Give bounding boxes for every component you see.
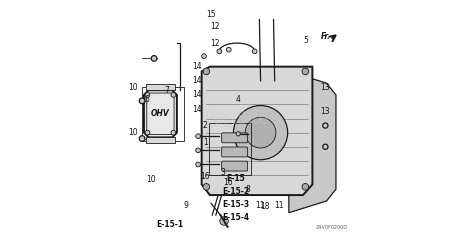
Text: 14: 14 (192, 62, 202, 71)
Text: 10: 10 (128, 128, 138, 137)
Circle shape (145, 93, 150, 97)
Text: E-15-4: E-15-4 (222, 213, 249, 222)
FancyBboxPatch shape (222, 133, 247, 143)
Circle shape (139, 136, 145, 141)
Circle shape (323, 144, 328, 149)
Circle shape (252, 49, 257, 54)
Circle shape (151, 56, 157, 61)
Circle shape (245, 117, 276, 148)
Text: 10: 10 (128, 83, 138, 92)
Text: 10: 10 (146, 175, 156, 184)
Polygon shape (146, 137, 174, 143)
Text: E-15-3: E-15-3 (222, 200, 249, 209)
Text: 14: 14 (192, 91, 202, 100)
Text: 14: 14 (192, 105, 202, 114)
Text: 18: 18 (260, 202, 270, 211)
Text: E-15-1: E-15-1 (156, 220, 183, 229)
Text: 16: 16 (223, 178, 233, 187)
Circle shape (171, 93, 176, 97)
FancyBboxPatch shape (222, 161, 247, 171)
Text: 12: 12 (210, 22, 219, 31)
Circle shape (323, 123, 328, 128)
Circle shape (201, 54, 206, 58)
Text: 5: 5 (303, 36, 308, 45)
Polygon shape (201, 67, 312, 195)
Text: Z4V0F0200D: Z4V0F0200D (316, 225, 348, 230)
Polygon shape (144, 90, 177, 137)
Text: 7: 7 (164, 86, 169, 95)
Text: OHV: OHV (151, 109, 170, 118)
Text: 16: 16 (200, 172, 210, 181)
Circle shape (171, 130, 176, 135)
Text: 2: 2 (202, 121, 207, 130)
Circle shape (234, 105, 288, 160)
Text: 15: 15 (206, 10, 216, 19)
Text: 12: 12 (210, 39, 220, 48)
Circle shape (196, 162, 201, 167)
FancyBboxPatch shape (222, 147, 247, 157)
Circle shape (139, 98, 145, 104)
Circle shape (227, 47, 231, 52)
Polygon shape (146, 84, 174, 90)
Text: 11: 11 (274, 201, 284, 210)
Circle shape (203, 68, 210, 75)
Text: 8: 8 (245, 185, 250, 194)
Circle shape (145, 130, 150, 135)
Text: 13: 13 (320, 83, 329, 92)
Text: 1: 1 (203, 137, 208, 146)
Text: E-15: E-15 (227, 174, 245, 183)
Circle shape (220, 217, 228, 225)
Circle shape (302, 183, 309, 190)
Circle shape (196, 148, 201, 153)
Circle shape (203, 183, 210, 190)
Text: 4: 4 (236, 95, 241, 104)
Text: 11: 11 (255, 201, 264, 210)
Circle shape (217, 49, 222, 54)
Circle shape (196, 134, 201, 139)
Text: E-15-2: E-15-2 (222, 187, 249, 196)
Text: 9: 9 (184, 201, 189, 210)
Text: 14: 14 (192, 76, 202, 85)
Text: PartSite: PartSite (205, 109, 269, 128)
Circle shape (236, 132, 240, 136)
Text: 6: 6 (145, 95, 149, 104)
Text: 13: 13 (320, 107, 329, 116)
Circle shape (302, 68, 309, 75)
Polygon shape (289, 71, 336, 213)
Text: 3: 3 (220, 168, 225, 177)
Text: Fr.: Fr. (321, 32, 331, 41)
